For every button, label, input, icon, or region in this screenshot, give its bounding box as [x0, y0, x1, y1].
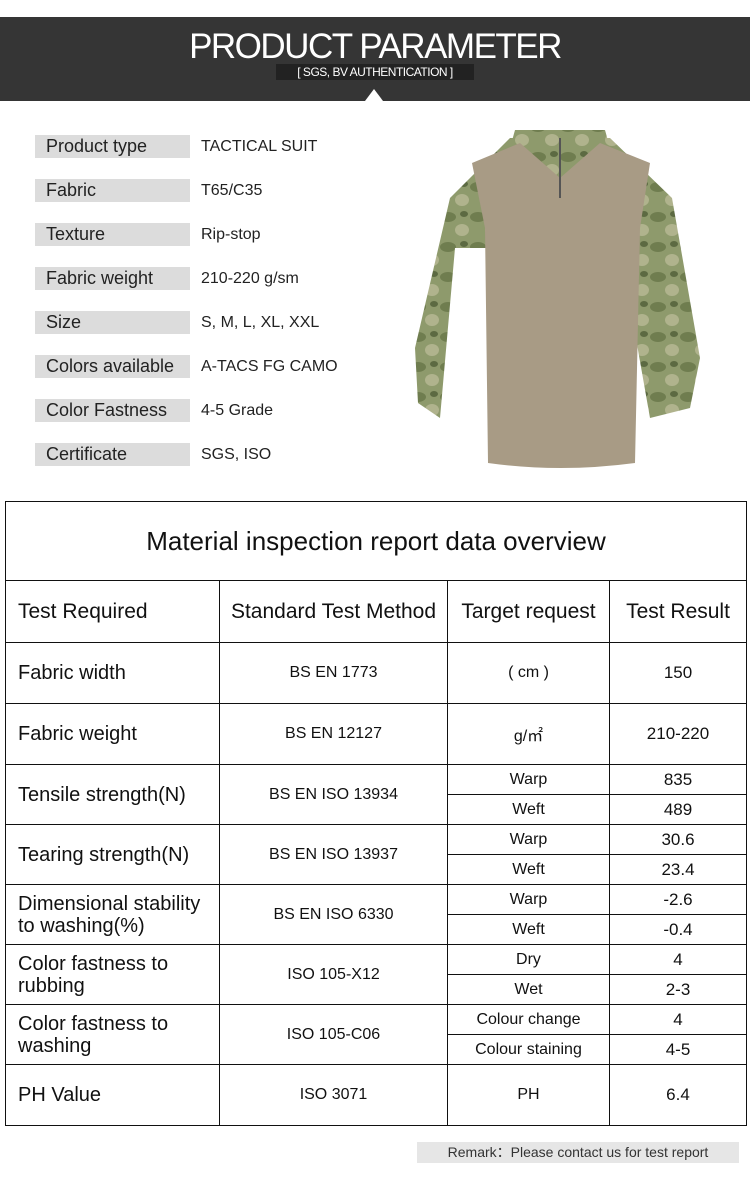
test-method: BS EN ISO 6330 — [219, 884, 448, 945]
param-label: Fabric weight — [35, 267, 190, 290]
table-subrow: Colour staining 4-5 — [6, 1034, 747, 1065]
test-name: Tensile strength(N) — [5, 764, 220, 825]
target-request: PH — [447, 1064, 610, 1126]
target-request: ( cm ) — [447, 642, 610, 704]
test-result: 23.4 — [609, 854, 747, 885]
target-request: Warp — [447, 824, 610, 855]
column-header: Test Result — [609, 580, 747, 643]
param-label: Certificate — [35, 443, 190, 466]
test-result: 489 — [609, 794, 747, 825]
test-name: PH Value — [5, 1064, 220, 1126]
column-header: Target request — [447, 580, 610, 643]
test-result: -2.6 — [609, 884, 747, 915]
param-value: T65/C35 — [201, 182, 263, 199]
table-row: Fabric width BS EN 1773( cm ) 150 — [5, 642, 747, 704]
test-result: 835 — [609, 764, 747, 795]
target-request: Wet — [447, 974, 610, 1005]
table-row: Color fastness to rubbing ISO 105-X12 Dry 4 — [5, 944, 747, 1005]
target-request: Colour change — [447, 1004, 610, 1035]
column-header: Standard Test Method — [219, 580, 448, 643]
table-row: Color fastness to washing ISO 105-C06 Colo… — [5, 1004, 747, 1065]
product-image-tactical-shirt — [415, 130, 700, 468]
test-result: 2-3 — [609, 974, 747, 1005]
inspection-report-table: Material inspection report data overview… — [5, 501, 747, 1126]
test-method: BS EN 12127 — [219, 703, 448, 765]
param-value: TACTICAL SUIT — [201, 138, 318, 155]
param-value: 210-220 g/sm — [201, 270, 299, 287]
param-label: Size — [35, 311, 190, 334]
test-result: -0.4 — [609, 914, 747, 945]
table-subrow: Weft 489 — [6, 794, 747, 825]
test-result: 6.4 — [609, 1064, 747, 1126]
table-row: Tearing strength(N) BS EN ISO 13937 Warp 30… — [5, 824, 747, 885]
table-row: Tensile strength(N) BS EN ISO 13934 Warp 83… — [5, 764, 747, 825]
test-name: Color fastness to rubbing — [5, 944, 220, 1005]
test-method: BS EN ISO 13934 — [219, 764, 448, 825]
test-name: Fabric weight — [5, 703, 220, 765]
table-row: Dimensional stability to washing(%) BS EN… — [5, 884, 747, 945]
target-request: g/㎡ — [447, 703, 610, 765]
pointer-triangle — [365, 89, 383, 101]
param-label: Fabric — [35, 179, 190, 202]
target-request: Warp — [447, 764, 610, 795]
param-label: Colors available — [35, 355, 190, 378]
table-row: Fabric weight BS EN 12127 g/㎡ 210-220 — [5, 703, 747, 765]
target-request: Weft — [447, 914, 610, 945]
test-result: 210-220 — [609, 703, 747, 765]
param-value: Rip-stop — [201, 226, 261, 243]
test-result: 4-5 — [609, 1034, 747, 1065]
test-name: Fabric width — [5, 642, 220, 704]
test-result: 150 — [609, 642, 747, 704]
test-method: ISO 3071 — [219, 1064, 448, 1126]
param-row: Certificate SGS, ISO — [35, 443, 435, 466]
report-title: Material inspection report data overview — [5, 501, 747, 581]
param-label: Product type — [35, 135, 190, 158]
test-result: 30.6 — [609, 824, 747, 855]
target-request: Weft — [447, 854, 610, 885]
param-value: A-TACS FG CAMO — [201, 358, 338, 375]
target-request: Warp — [447, 884, 610, 915]
param-label: Texture — [35, 223, 190, 246]
param-row: Color Fastness 4-5 Grade — [35, 399, 435, 422]
test-result: 4 — [609, 944, 747, 975]
table-subrow: Weft -0.4 — [6, 914, 747, 945]
header-banner: PRODUCT PARAMETER [ SGS, BV AUTHENTICATI… — [0, 17, 750, 101]
test-name: Color fastness to washing — [5, 1004, 220, 1065]
param-row: Fabric weight 210-220 g/sm — [35, 267, 435, 290]
param-value: 4-5 Grade — [201, 402, 274, 419]
test-method: BS EN ISO 13937 — [219, 824, 448, 885]
param-label: Color Fastness — [35, 399, 190, 422]
table-row: PH Value ISO 3071 PH 6.4 — [5, 1064, 747, 1126]
param-row: Fabric T65/C35 — [35, 179, 435, 202]
param-row: Product type TACTICAL SUIT — [35, 135, 435, 158]
param-value: S, M, L, XL, XXL — [201, 314, 320, 331]
remark-note: Remark：Please contact us for test report — [417, 1142, 739, 1163]
test-method: ISO 105-X12 — [219, 944, 448, 1005]
param-value: SGS, ISO — [201, 446, 272, 463]
param-row: Colors available A-TACS FG CAMO — [35, 355, 435, 378]
param-row: Texture Rip-stop — [35, 223, 435, 246]
target-request: Weft — [447, 794, 610, 825]
page-title: PRODUCT PARAMETER — [189, 27, 562, 66]
test-method: BS EN 1773 — [219, 642, 448, 704]
test-method: ISO 105-C06 — [219, 1004, 448, 1065]
target-request: Colour staining — [447, 1034, 610, 1065]
test-name: Tearing strength(N) — [5, 824, 220, 885]
page-subtitle: [ SGS, BV AUTHENTICATION ] — [276, 64, 474, 80]
test-result: 4 — [609, 1004, 747, 1035]
param-row: Size S, M, L, XL, XXL — [35, 311, 435, 334]
test-name: Dimensional stability to washing(%) — [5, 884, 220, 945]
column-header: Test Required — [5, 580, 220, 643]
target-request: Dry — [447, 944, 610, 975]
